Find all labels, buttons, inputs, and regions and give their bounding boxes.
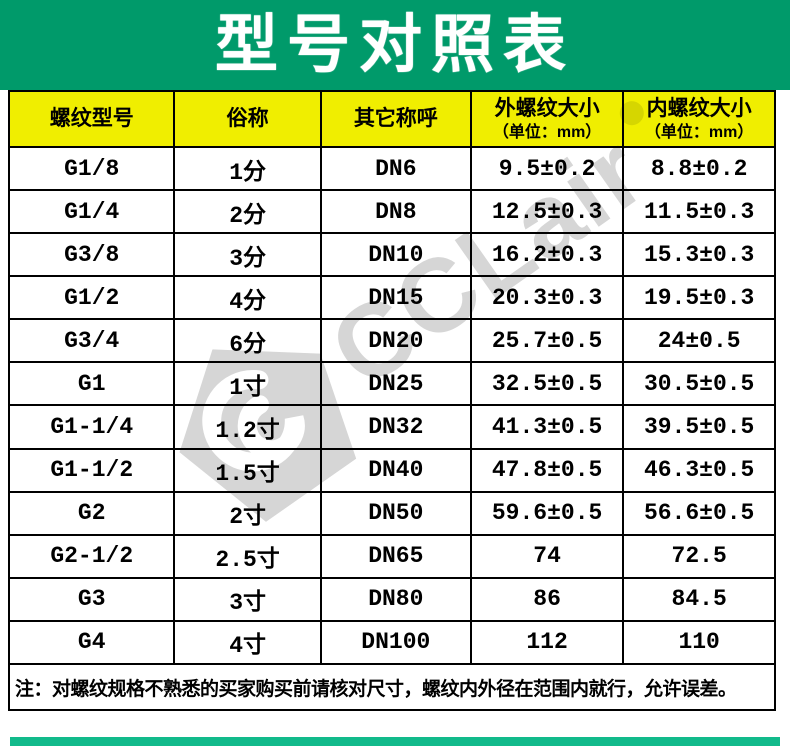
table-cell: G3/8: [7, 232, 176, 278]
table-cell: G1: [7, 361, 176, 407]
bottom-bar: [10, 737, 780, 746]
table-cell: 3寸: [173, 576, 322, 622]
table-cell: DN40: [319, 447, 472, 493]
table-cell: 46.3±0.5: [622, 447, 776, 493]
table-cell: DN65: [319, 533, 472, 579]
column-header-label: 其它称呼: [353, 107, 438, 131]
table-cell: DN80: [319, 576, 472, 622]
table-row: G2 2寸 DN50 59.6±0.5 56.6±0.5: [7, 490, 776, 536]
table-cell: 11.5±0.3: [622, 189, 776, 235]
table-cell: G1-1/2: [7, 447, 176, 493]
table-cell: 19.5±0.3: [622, 275, 776, 321]
table-footer: 注：对螺纹规格不熟悉的买家购买前请核对尺寸，螺纹内外径在范围内就行，允许误差。: [8, 663, 776, 711]
table-cell: 15.3±0.3: [622, 232, 776, 278]
table-cell: 4寸: [173, 619, 322, 666]
table-cell: 74: [469, 533, 625, 579]
column-header-3: 其它称呼: [319, 90, 472, 148]
table-header-row: 螺纹型号 俗称 其它称呼 外螺纹大小 （单位：mm） 内螺纹大小 （单位：mm）: [7, 90, 776, 148]
table-row: G3/8 3分 DN10 16.2±0.3 15.3±0.3: [7, 232, 776, 278]
table-cell: 112: [469, 619, 625, 666]
table-cell: DN50: [319, 490, 472, 536]
table-cell: 32.5±0.5: [469, 361, 625, 407]
table-cell: 86: [469, 576, 625, 622]
note-row: 注：对螺纹规格不熟悉的买家购买前请核对尺寸，螺纹内外径在范围内就行，允许误差。: [8, 663, 776, 711]
table-cell: 8.8±0.2: [622, 145, 776, 192]
table-cell: 1.2寸: [173, 404, 322, 450]
column-header-label: 内螺纹大小: [646, 96, 752, 120]
table-cell: 72.5: [622, 533, 776, 579]
table-cell: 24±0.5: [622, 318, 776, 364]
table-cell: 110: [622, 619, 776, 666]
table-cell: 12.5±0.3: [469, 189, 625, 235]
table-cell: 3分: [173, 232, 322, 278]
table-cell: G2-1/2: [7, 533, 176, 579]
table-row: G4 4寸 DN100 112 110: [7, 619, 776, 666]
table-cell: G1/8: [7, 145, 176, 192]
table-row: G1/2 4分 DN15 20.3±0.3 19.5±0.3: [7, 275, 776, 321]
table-cell: 41.3±0.5: [469, 404, 625, 450]
column-header-4: 外螺纹大小 （单位：mm）: [469, 90, 625, 148]
table-cell: G1/4: [7, 189, 176, 235]
table-cell: 4分: [173, 275, 322, 321]
table-header: 螺纹型号 俗称 其它称呼 外螺纹大小 （单位：mm） 内螺纹大小 （单位：mm）: [7, 90, 776, 148]
table-row: G1 1寸 DN25 32.5±0.5 30.5±0.5: [7, 361, 776, 407]
spec-table: 螺纹型号 俗称 其它称呼 外螺纹大小 （单位：mm） 内螺纹大小 （单位：mm） G1/8 1…: [7, 90, 776, 711]
table-cell: 1寸: [173, 361, 322, 407]
table-cell: DN32: [319, 404, 472, 450]
table-cell: 2.5寸: [173, 533, 322, 579]
table-row: G1/8 1分 DN6 9.5±0.2 8.8±0.2: [7, 145, 776, 192]
spec-table-container: 螺纹型号 俗称 其它称呼 外螺纹大小 （单位：mm） 内螺纹大小 （单位：mm） G1/8 1…: [7, 90, 776, 711]
column-header-label: 俗称: [226, 107, 269, 131]
table-cell: G1/2: [7, 275, 176, 321]
table-row: G3 3寸 DN80 86 84.5: [7, 576, 776, 622]
column-header-5: 内螺纹大小 （单位：mm）: [622, 90, 776, 148]
table-cell: DN15: [319, 275, 472, 321]
table-cell: G4: [7, 619, 176, 666]
table-body: G1/8 1分 DN6 9.5±0.2 8.8±0.2 G1/4 2分 DN8 12.5±0.3…: [7, 145, 776, 666]
table-cell: 16.2±0.3: [469, 232, 625, 278]
column-header-label: 螺纹型号: [49, 107, 134, 131]
table-cell: 20.3±0.3: [469, 275, 625, 321]
table-cell: 1分: [173, 145, 322, 192]
table-row: G1-1/2 1.5寸 DN40 47.8±0.5 46.3±0.5: [7, 447, 776, 493]
table-row: G1/4 2分 DN8 12.5±0.3 11.5±0.3: [7, 189, 776, 235]
table-cell: DN20: [319, 318, 472, 364]
table-cell: 1.5寸: [173, 447, 322, 493]
table-cell: DN6: [319, 145, 472, 192]
table-cell: 84.5: [622, 576, 776, 622]
table-cell: 6分: [173, 318, 322, 364]
column-header-unit: （单位：mm）: [644, 124, 754, 141]
table-cell: 9.5±0.2: [469, 145, 625, 192]
table-row: G1-1/4 1.2寸 DN32 41.3±0.5 39.5±0.5: [7, 404, 776, 450]
page-title: 型号对照表: [215, 9, 575, 80]
table-cell: G2: [7, 490, 176, 536]
table-row: G3/4 6分 DN20 25.7±0.5 24±0.5: [7, 318, 776, 364]
table-cell: G3: [7, 576, 176, 622]
table-cell: DN10: [319, 232, 472, 278]
table-cell: 59.6±0.5: [469, 490, 625, 536]
column-header-unit: （单位：mm）: [492, 124, 602, 141]
table-row: G2-1/2 2.5寸 DN65 74 72.5: [7, 533, 776, 579]
table-cell: 47.8±0.5: [469, 447, 625, 493]
page-banner: 型号对照表: [0, 0, 790, 90]
table-cell: 2分: [173, 189, 322, 235]
table-cell: G3/4: [7, 318, 176, 364]
table-cell: 56.6±0.5: [622, 490, 776, 536]
column-header-2: 俗称: [173, 90, 322, 148]
column-header-label: 外螺纹大小: [494, 96, 600, 120]
table-cell: G1-1/4: [7, 404, 176, 450]
table-note: 注：对螺纹规格不熟悉的买家购买前请核对尺寸，螺纹内外径在范围内就行，允许误差。: [8, 663, 776, 711]
table-cell: 2寸: [173, 490, 322, 536]
column-header-1: 螺纹型号: [7, 90, 176, 148]
table-cell: DN8: [319, 189, 472, 235]
table-cell: 39.5±0.5: [622, 404, 776, 450]
table-cell: DN25: [319, 361, 472, 407]
table-cell: DN100: [319, 619, 472, 666]
table-cell: 30.5±0.5: [622, 361, 776, 407]
table-cell: 25.7±0.5: [469, 318, 625, 364]
